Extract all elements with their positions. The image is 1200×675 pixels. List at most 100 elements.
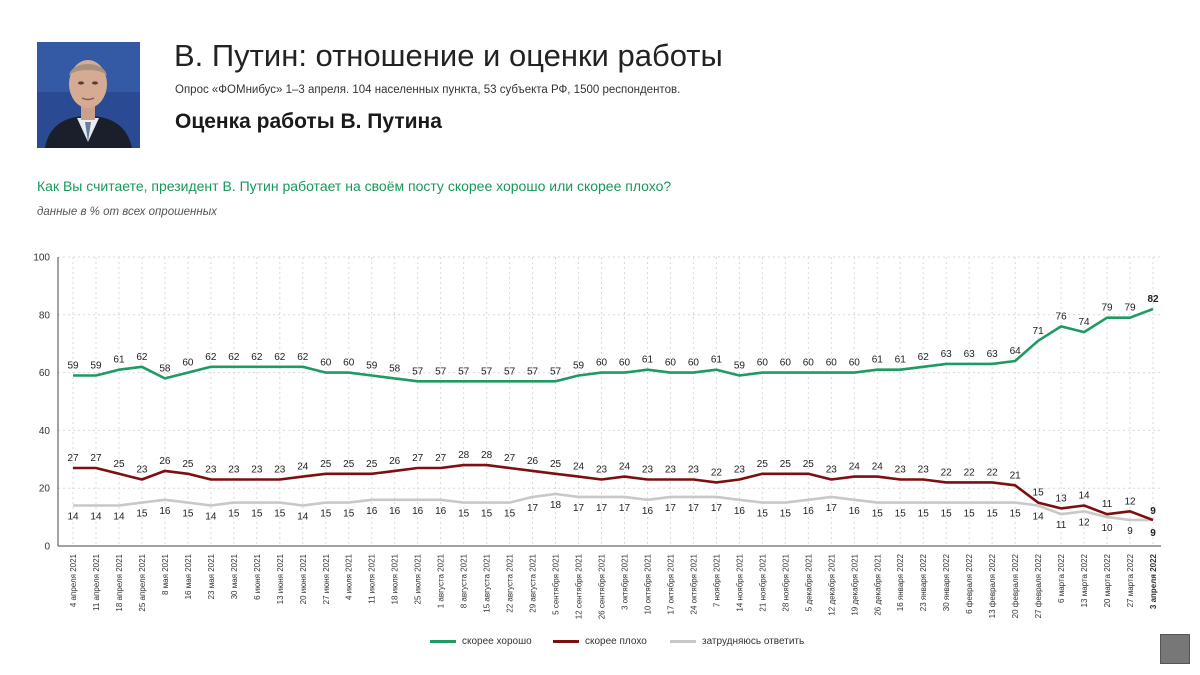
data-label-hard: 17 (688, 503, 700, 514)
data-label-bad: 24 (573, 462, 585, 473)
data-label-hard: 15 (941, 509, 953, 520)
data-label-good: 58 (389, 363, 401, 374)
data-label-hard: 17 (596, 503, 608, 514)
data-label-bad: 25 (113, 459, 125, 470)
data-label-bad: 11 (1102, 499, 1113, 510)
data-label-hard: 15 (1010, 509, 1022, 520)
y-tick-label: 20 (39, 484, 51, 495)
x-tick-label: 27 марта 2022 (1126, 553, 1135, 607)
x-tick-label: 30 января 2022 (942, 553, 951, 611)
data-label-good: 60 (757, 358, 769, 369)
data-label-bad: 22 (941, 467, 953, 478)
data-label-good: 57 (550, 366, 562, 377)
data-label-good: 71 (1033, 326, 1045, 337)
legend-label-bad: скорее плохо (585, 636, 647, 647)
x-tick-label: 19 декабря 2021 (850, 553, 859, 615)
data-label-good: 60 (780, 358, 792, 369)
x-tick-label: 13 февраля 2022 (988, 553, 997, 618)
data-label-bad: 27 (504, 453, 516, 464)
data-label-good: 57 (412, 366, 424, 377)
data-label-good: 59 (734, 360, 746, 371)
data-label-bad: 24 (297, 462, 309, 473)
x-tick-label: 7 ноября 2021 (712, 553, 721, 607)
data-label-hard: 15 (987, 509, 999, 520)
data-label-hard: 15 (136, 509, 148, 520)
data-label-bad: 24 (849, 462, 861, 473)
data-label-hard: 9 (1127, 526, 1133, 537)
x-tick-label: 21 ноября 2021 (758, 553, 767, 611)
data-label-hard: 16 (803, 506, 815, 517)
data-label-good: 57 (458, 366, 470, 377)
data-label-bad: 25 (803, 459, 815, 470)
data-label-hard: 14 (297, 512, 309, 523)
data-label-hard: 15 (918, 509, 930, 520)
data-label-hard: 16 (366, 506, 378, 517)
data-label-hard: 14 (1033, 512, 1045, 523)
x-tick-label: 6 июня 2021 (253, 553, 262, 599)
series-line-good (73, 307, 1154, 383)
x-tick-label: 26 декабря 2021 (873, 553, 882, 615)
data-label-good: 61 (895, 355, 907, 366)
legend-swatch-good (430, 640, 456, 643)
data-label-hard: 18 (550, 500, 562, 511)
data-label-bad: 23 (665, 465, 677, 476)
data-label-good: 57 (504, 366, 516, 377)
y-tick-label: 60 (39, 368, 51, 379)
data-label-hard: 15 (228, 509, 240, 520)
data-label-bad: 23 (596, 465, 608, 476)
chart-legend: скорее хорошо скорее плохо затрудняюсь о… (0, 636, 1200, 652)
x-tick-label: 13 марта 2022 (1080, 553, 1089, 607)
x-tick-label: 20 июня 2021 (299, 553, 308, 604)
x-tick-label: 25 апреля 2021 (138, 553, 147, 611)
data-label-good: 61 (642, 355, 654, 366)
x-tick-label: 25 июля 2021 (414, 553, 423, 604)
x-tick-label: 1 августа 2021 (437, 553, 446, 608)
survey-subtitle: Опрос «ФОМнибус» 1–3 апреля. 104 населен… (175, 84, 681, 96)
data-label-hard: 17 (619, 503, 631, 514)
data-label-good: 57 (435, 366, 447, 377)
data-label-bad: 22 (964, 467, 976, 478)
data-label-hard: 15 (780, 509, 792, 520)
data-label-good: 82 (1147, 294, 1159, 305)
x-tick-label: 6 марта 2022 (1057, 553, 1066, 602)
data-label-bad: 24 (619, 462, 631, 473)
data-label-hard: 16 (849, 506, 861, 517)
x-tick-label: 18 июля 2021 (391, 553, 400, 604)
x-tick-label: 12 сентября 2021 (575, 553, 584, 619)
data-label-good: 64 (1010, 346, 1022, 357)
data-label-hard: 9 (1150, 506, 1156, 517)
data-label-good: 62 (205, 352, 217, 363)
data-label-bad: 25 (343, 459, 355, 470)
data-label-bad: 23 (274, 465, 286, 476)
x-tick-label: 4 апреля 2021 (69, 553, 78, 607)
data-label-good: 74 (1079, 317, 1091, 328)
data-label-good: 59 (90, 360, 102, 371)
x-tick-label: 3 апреля 2022 (1149, 553, 1158, 609)
x-tick-label: 18 апреля 2021 (115, 553, 124, 611)
data-label-good: 59 (366, 360, 378, 371)
x-tick-label: 16 января 2022 (896, 553, 905, 611)
data-label-hard: 17 (711, 503, 723, 514)
y-tick-label: 40 (39, 426, 51, 437)
legend-label-hard: затрудняюсь ответить (702, 636, 805, 647)
data-label-bad: 26 (389, 456, 401, 467)
data-label-hard: 17 (573, 503, 585, 514)
data-label-hard: 16 (642, 506, 654, 517)
data-label-bad: 21 (1010, 470, 1022, 481)
data-label-good: 62 (274, 352, 286, 363)
data-label-good: 62 (297, 352, 309, 363)
x-tick-label: 8 августа 2021 (460, 553, 469, 608)
data-label-bad: 24 (872, 462, 884, 473)
data-label-good: 63 (964, 349, 976, 360)
x-tick-label: 8 мая 2021 (161, 553, 170, 595)
data-label-bad: 14 (1079, 491, 1091, 502)
x-tick-label: 5 декабря 2021 (804, 553, 813, 611)
data-label-bad: 23 (895, 465, 907, 476)
x-tick-label: 12 декабря 2021 (827, 553, 836, 615)
data-label-good: 63 (987, 349, 999, 360)
data-label-bad: 9 (1150, 528, 1156, 539)
data-label-hard: 14 (113, 512, 125, 523)
data-label-good: 61 (113, 355, 125, 366)
data-label-hard: 17 (826, 503, 838, 514)
x-tick-label: 11 апреля 2021 (92, 553, 101, 611)
